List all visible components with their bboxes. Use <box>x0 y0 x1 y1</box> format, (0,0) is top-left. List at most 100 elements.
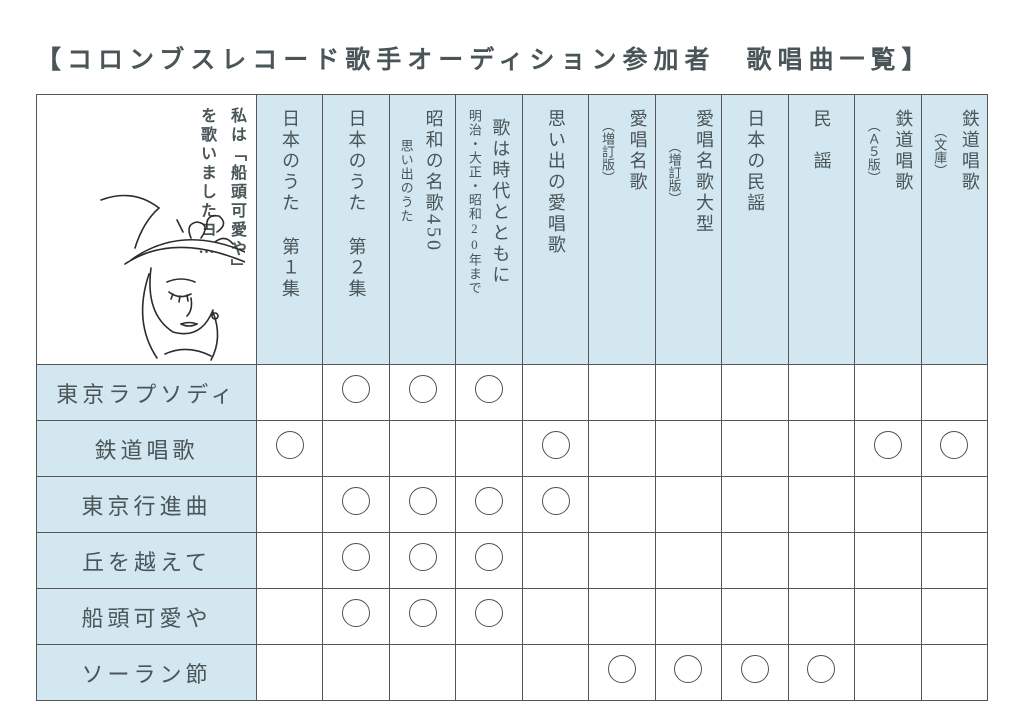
mark-cell <box>589 645 655 701</box>
column-header: 日本のうた 第２集 <box>323 95 389 365</box>
circle-mark <box>608 655 636 683</box>
column-label: 日本のうた 第２集 <box>341 109 372 300</box>
mark-cell <box>788 589 854 645</box>
mark-cell <box>655 589 721 645</box>
mark-cell <box>788 533 854 589</box>
column-label: 民 謡 <box>806 109 837 172</box>
column-label: 日本の民謡 <box>740 109 771 214</box>
column-label: 鉄道唱歌（文庫） <box>924 109 985 193</box>
table-row: 船頭可愛や <box>37 589 988 645</box>
circle-mark <box>475 487 503 515</box>
mark-cell <box>921 645 987 701</box>
mark-cell <box>389 365 455 421</box>
mark-cell <box>788 421 854 477</box>
mark-cell <box>722 421 788 477</box>
circle-mark <box>475 599 503 627</box>
circle-mark <box>475 375 503 403</box>
table-row: ソーラン節 <box>37 645 988 701</box>
mark-cell <box>257 365 323 421</box>
mark-cell <box>722 589 788 645</box>
circle-mark <box>342 375 370 403</box>
row-label: 船頭可愛や <box>37 589 257 645</box>
mark-cell <box>655 477 721 533</box>
mark-cell <box>522 589 588 645</box>
mark-cell <box>921 477 987 533</box>
mark-cell <box>921 533 987 589</box>
column-header: 昭和の名歌450思い出のうた <box>389 95 455 365</box>
mark-cell <box>257 645 323 701</box>
row-label: 東京ラプソディ <box>37 365 257 421</box>
mark-cell <box>722 477 788 533</box>
circle-mark <box>741 655 769 683</box>
table-row: 東京ラプソディ <box>37 365 988 421</box>
mark-cell <box>522 533 588 589</box>
row-label: ソーラン節 <box>37 645 257 701</box>
mark-cell <box>323 477 389 533</box>
mark-cell <box>323 421 389 477</box>
circle-mark <box>542 487 570 515</box>
mark-cell <box>655 645 721 701</box>
mark-cell <box>788 477 854 533</box>
circle-mark <box>475 543 503 571</box>
circle-mark <box>874 431 902 459</box>
mark-cell <box>257 477 323 533</box>
mark-cell <box>589 589 655 645</box>
table-row: 丘を越えて <box>37 533 988 589</box>
mark-cell <box>257 589 323 645</box>
mark-cell <box>456 365 522 421</box>
mark-cell <box>389 589 455 645</box>
table-row: 東京行進曲 <box>37 477 988 533</box>
circle-mark <box>409 375 437 403</box>
column-header: 日本のうた 第１集 <box>257 95 323 365</box>
mark-cell <box>456 645 522 701</box>
mark-cell <box>788 645 854 701</box>
mark-cell <box>722 645 788 701</box>
mark-cell <box>722 533 788 589</box>
mark-cell <box>522 365 588 421</box>
mark-cell <box>456 421 522 477</box>
mark-cell <box>655 365 721 421</box>
mark-cell <box>389 477 455 533</box>
mark-cell <box>855 645 921 701</box>
mark-cell <box>456 477 522 533</box>
mark-cell <box>921 421 987 477</box>
circle-mark <box>807 655 835 683</box>
column-header: 鉄道唱歌（Ａ５版） <box>855 95 921 365</box>
row-label: 丘を越えて <box>37 533 257 589</box>
circle-mark <box>409 599 437 627</box>
mark-cell <box>921 365 987 421</box>
circle-mark <box>409 487 437 515</box>
column-label: 歌は時代とともに明治・大正・昭和20年まで <box>463 109 516 295</box>
table-body: 東京ラプソディ鉄道唱歌東京行進曲丘を越えて船頭可愛やソーラン節 <box>37 365 988 701</box>
mark-cell <box>257 533 323 589</box>
corner-cell: 私は「船頭可愛や」 を歌いましたヨ… <box>37 95 257 365</box>
column-label: 愛唱名歌大型（増訂版） <box>658 109 719 235</box>
circle-mark <box>342 543 370 571</box>
circle-mark <box>940 431 968 459</box>
mark-cell <box>855 533 921 589</box>
mark-cell <box>589 365 655 421</box>
column-header: 愛唱名歌大型（増訂版） <box>655 95 721 365</box>
row-label: 東京行進曲 <box>37 477 257 533</box>
header-row: 私は「船頭可愛や」 を歌いましたヨ… <box>37 95 988 365</box>
column-header: 思い出の愛唱歌 <box>522 95 588 365</box>
column-header: 民 謡 <box>788 95 854 365</box>
mark-cell <box>522 421 588 477</box>
song-table: 私は「船頭可愛や」 を歌いましたヨ… <box>36 94 988 701</box>
column-label: 鉄道唱歌（Ａ５版） <box>857 109 918 193</box>
column-label: 思い出の愛唱歌 <box>540 109 571 256</box>
mark-cell <box>522 477 588 533</box>
column-label: 日本のうた 第１集 <box>274 109 305 300</box>
column-header: 愛唱名歌（増訂版） <box>589 95 655 365</box>
mark-cell <box>589 477 655 533</box>
mark-cell <box>456 589 522 645</box>
mark-cell <box>323 533 389 589</box>
mark-cell <box>722 365 788 421</box>
circle-mark <box>542 431 570 459</box>
mark-cell <box>655 421 721 477</box>
mark-cell <box>855 589 921 645</box>
row-label: 鉄道唱歌 <box>37 421 257 477</box>
mark-cell <box>456 533 522 589</box>
mark-cell <box>389 645 455 701</box>
mark-cell <box>855 421 921 477</box>
